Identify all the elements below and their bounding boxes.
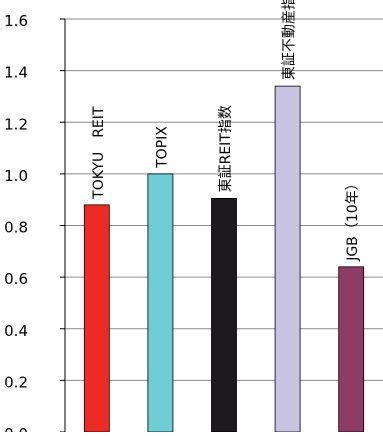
- bar-label: TOPIX: [154, 126, 170, 169]
- y-tick-label: 0.6: [4, 270, 28, 288]
- bar: [211, 197, 237, 433]
- y-tick-label: 0.0: [4, 425, 28, 432]
- bar: [147, 173, 174, 433]
- bar-label: 東証REIT指数: [218, 105, 234, 192]
- bar-label: TOKYU REIT: [91, 106, 107, 200]
- bar-label: 東証不動産指数: [282, 0, 298, 80]
- bar-layer: [83, 85, 365, 433]
- y-tick-label: 0.4: [4, 322, 28, 340]
- y-tick-label: 1.0: [4, 167, 28, 185]
- y-tick-label: 1.6: [4, 12, 28, 30]
- y-tick-label: 1.4: [4, 64, 28, 82]
- bar-label: JGB（10年）: [345, 176, 361, 261]
- y-tick-label: 1.2: [4, 115, 28, 133]
- axis-layer: [60, 18, 66, 433]
- label-layer: 0.0 0.2 0.4 0.6 0.8 1.0 1.2 1.4 1.6 TOKYU REIT TOP…: [4, 0, 361, 436]
- y-tick-label: 0.8: [4, 219, 28, 237]
- y-tick-label: 0.2: [4, 373, 28, 391]
- bar: [274, 85, 301, 433]
- bar: [338, 266, 365, 433]
- bar: [83, 204, 110, 433]
